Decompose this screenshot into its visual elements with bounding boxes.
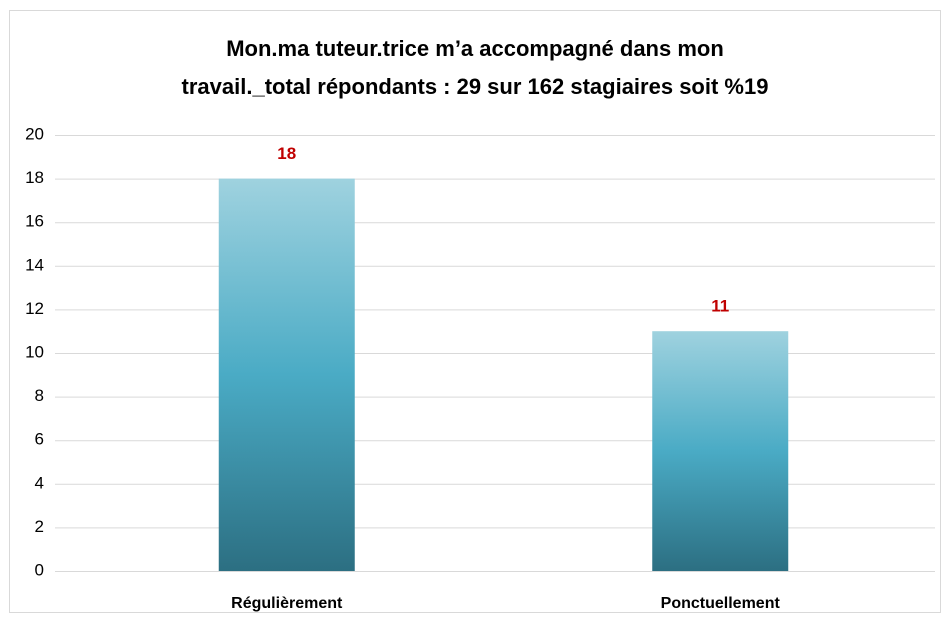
y-tick-label: 6 bbox=[35, 430, 44, 449]
x-tick-label: Régulièrement bbox=[231, 595, 343, 612]
y-tick-label: 14 bbox=[25, 255, 44, 274]
chart-border bbox=[9, 10, 941, 613]
y-tick-label: 8 bbox=[35, 386, 44, 405]
y-tick-label: 20 bbox=[25, 124, 44, 143]
y-tick-label: 0 bbox=[35, 560, 44, 579]
value-label: 18 bbox=[277, 144, 296, 163]
y-tick-label: 2 bbox=[35, 517, 44, 536]
chart-title: Mon.ma tuteur.trice m’a accompagné dans … bbox=[226, 36, 724, 61]
bar bbox=[652, 331, 789, 571]
y-tick-label: 10 bbox=[25, 342, 44, 361]
bar bbox=[218, 178, 355, 571]
y-tick-label: 12 bbox=[25, 299, 44, 318]
y-tick-label: 16 bbox=[25, 212, 44, 231]
x-tick-label: Ponctuellement bbox=[661, 595, 781, 612]
value-label: 11 bbox=[711, 297, 729, 316]
chart-title: travail._total répondants : 29 sur 162 s… bbox=[182, 74, 769, 99]
y-tick-label: 4 bbox=[35, 473, 44, 492]
y-tick-label: 18 bbox=[25, 168, 44, 187]
